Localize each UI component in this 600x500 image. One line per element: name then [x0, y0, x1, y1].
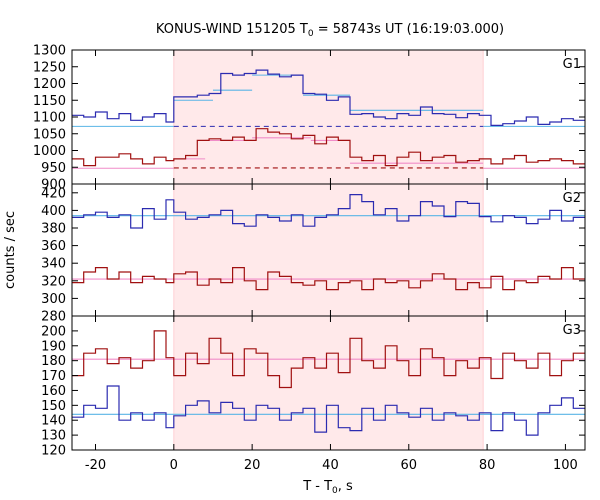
- x-tick-label: 80: [479, 458, 496, 473]
- y-tick-label: 180: [41, 354, 66, 369]
- highlight-interval: [173, 184, 484, 316]
- y-tick-label: 1200: [33, 77, 66, 92]
- y-tick-label: 190: [41, 339, 66, 354]
- y-tick-label: 420: [41, 186, 66, 201]
- x-tick-label: -20: [85, 458, 106, 473]
- y-tick-label: 300: [41, 292, 66, 307]
- y-tick-label: 280: [41, 310, 66, 325]
- x-tick-label: 0: [170, 458, 178, 473]
- y-tick-label: 900: [41, 178, 66, 193]
- x-tick-label: 40: [322, 458, 339, 473]
- y-tick-label: 1250: [33, 60, 66, 75]
- y-axis-title: counts / sec: [3, 211, 18, 289]
- plot-area: 9009501000105011001150120012501300G12803…: [33, 44, 586, 473]
- x-tick-label: 20: [244, 458, 261, 473]
- y-tick-label: 150: [41, 399, 66, 414]
- y-tick-label: 360: [41, 239, 66, 254]
- y-tick-label: 1000: [33, 144, 66, 159]
- x-tick-label: 60: [401, 458, 418, 473]
- x-tick-label: 100: [553, 458, 578, 473]
- y-tick-label: 120: [41, 444, 66, 459]
- y-tick-label: 170: [41, 369, 66, 384]
- series-blue-step-line: [72, 69, 585, 126]
- highlight-interval: [173, 50, 484, 184]
- y-tick-label: 1300: [33, 44, 66, 59]
- panel-label: G2: [563, 191, 581, 206]
- series-red-step-line: [72, 267, 585, 291]
- series-blue-step-line: [72, 385, 585, 436]
- y-tick-label: 950: [41, 161, 66, 176]
- y-tick-label: 130: [41, 429, 66, 444]
- y-tick-label: 320: [41, 274, 66, 289]
- y-tick-label: 160: [41, 384, 66, 399]
- panel-label: G3: [563, 323, 581, 338]
- y-tick-label: 1100: [33, 111, 66, 126]
- y-tick-label: 340: [41, 257, 66, 272]
- series-red-step-line: [72, 128, 585, 167]
- y-tick-label: 380: [41, 222, 66, 237]
- panel-label: G1: [563, 57, 581, 72]
- series-blue-step-line: [72, 194, 585, 229]
- x-axis-title: T - T0, s: [302, 479, 353, 496]
- chart-title: KONUS-WIND 151205 T0 = 58743s UT (16:19:…: [156, 22, 504, 39]
- y-tick-label: 140: [41, 414, 66, 429]
- panel-g2: 280 300 320 340 360 380 400 420 G2: [41, 183, 586, 325]
- y-tick-label: 1050: [33, 127, 66, 142]
- panel-frame: [71, 315, 586, 451]
- series-red-step-line: [72, 330, 585, 389]
- y-tick-label: 400: [41, 204, 66, 219]
- y-tick-label: 1150: [33, 94, 66, 109]
- highlight-interval: [173, 316, 484, 450]
- y-tick-label: 200: [41, 324, 66, 339]
